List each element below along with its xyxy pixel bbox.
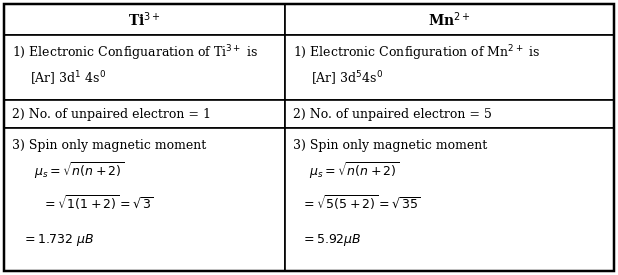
Text: Mn$^{2+}$: Mn$^{2+}$	[428, 10, 471, 29]
Text: 2) No. of unpaired electron = 5: 2) No. of unpaired electron = 5	[292, 108, 491, 121]
Bar	[285, 100, 614, 128]
Text: 1) Electronic Configuaration of Ti$^{3+}$ is: 1) Electronic Configuaration of Ti$^{3+}…	[12, 43, 258, 63]
Text: [Ar] 3d$^1$ 4s$^0$: [Ar] 3d$^1$ 4s$^0$	[30, 70, 106, 88]
Text: [Ar] 3d$^5$4s$^0$: [Ar] 3d$^5$4s$^0$	[311, 70, 383, 88]
Text: Ti$^{3+}$: Ti$^{3+}$	[128, 10, 161, 29]
Text: $= 5.92\mu B$: $= 5.92\mu B$	[300, 232, 362, 248]
Bar	[4, 35, 285, 100]
Bar	[285, 128, 614, 271]
Text: $= 1.732\ \mu B$: $= 1.732\ \mu B$	[22, 232, 94, 248]
Text: $= \sqrt{5(5+2)} = \sqrt{35}$: $= \sqrt{5(5+2)} = \sqrt{35}$	[300, 193, 420, 212]
Text: 3) Spin only magnetic moment: 3) Spin only magnetic moment	[292, 139, 487, 152]
Text: $= \sqrt{1(1+2)} = \sqrt{3}$: $= \sqrt{1(1+2)} = \sqrt{3}$	[42, 193, 154, 212]
Text: $\mu_s = \sqrt{n(n+2)}$: $\mu_s = \sqrt{n(n+2)}$	[34, 161, 124, 182]
Text: $\mu_s = \sqrt{n(n+2)}$: $\mu_s = \sqrt{n(n+2)}$	[308, 161, 399, 182]
Bar	[285, 4, 614, 35]
Bar	[4, 4, 285, 35]
Text: 2) No. of unpaired electron = 1: 2) No. of unpaired electron = 1	[12, 108, 211, 121]
Bar	[4, 100, 285, 128]
Text: 1) Electronic Configuration of Mn$^{2+}$ is: 1) Electronic Configuration of Mn$^{2+}$…	[292, 43, 540, 63]
Bar	[4, 128, 285, 271]
Text: 3) Spin only magnetic moment: 3) Spin only magnetic moment	[12, 139, 206, 152]
Bar	[285, 35, 614, 100]
